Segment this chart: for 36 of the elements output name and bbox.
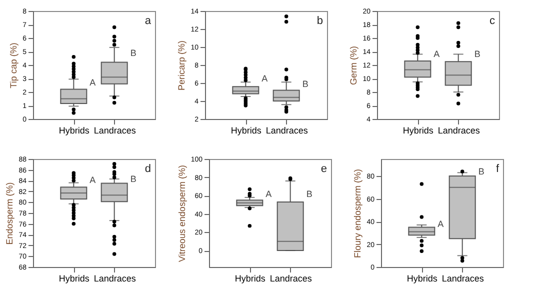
annotation: B bbox=[474, 49, 480, 60]
annotation: A bbox=[90, 175, 96, 186]
y-axis-title: Germ (%) bbox=[348, 46, 359, 85]
y-axis-title: Endosperm (%) bbox=[4, 182, 15, 245]
annotation: e bbox=[320, 163, 327, 175]
annotation: a bbox=[144, 15, 152, 27]
x-tick-label: Hybrids bbox=[58, 274, 90, 284]
annotation: B bbox=[478, 166, 484, 177]
y-axis-title: Floury endosperm (%) bbox=[352, 168, 363, 258]
annotation: A bbox=[434, 49, 440, 60]
annotation: d bbox=[144, 163, 151, 175]
x-tick-label: Landraces bbox=[270, 274, 312, 284]
annotation: B bbox=[306, 188, 312, 199]
x-tick-label: Landraces bbox=[94, 274, 136, 284]
x-tick-label: Hybrids bbox=[406, 274, 438, 284]
x-tick-label: Hybrids bbox=[402, 126, 434, 136]
annotation: A bbox=[438, 218, 444, 229]
annotation: c bbox=[490, 15, 496, 27]
x-tick-label: Hybrids bbox=[234, 274, 266, 284]
x-tick-label: Landraces bbox=[438, 126, 480, 136]
annotation: f bbox=[496, 163, 500, 175]
annotation: B bbox=[130, 48, 136, 58]
x-tick-label: Landraces bbox=[442, 274, 484, 284]
x-tick-label: Hybrids bbox=[230, 126, 262, 136]
x-tick-label: Hybrids bbox=[58, 126, 90, 136]
x-tick-label: Landraces bbox=[266, 126, 308, 136]
y-axis-title: Tip cap (%) bbox=[8, 42, 19, 88]
annotation: b bbox=[316, 15, 323, 27]
annotation: A bbox=[266, 188, 272, 199]
y-axis-title: Pericarp (%) bbox=[176, 40, 187, 91]
annotation: A bbox=[262, 74, 268, 84]
x-tick-label: Landraces bbox=[94, 126, 136, 136]
y-axis-title: Vitreous endosperm (%) bbox=[176, 165, 187, 262]
annotation: A bbox=[90, 78, 96, 88]
annotation: B bbox=[130, 174, 136, 184]
annotation: B bbox=[302, 78, 308, 89]
